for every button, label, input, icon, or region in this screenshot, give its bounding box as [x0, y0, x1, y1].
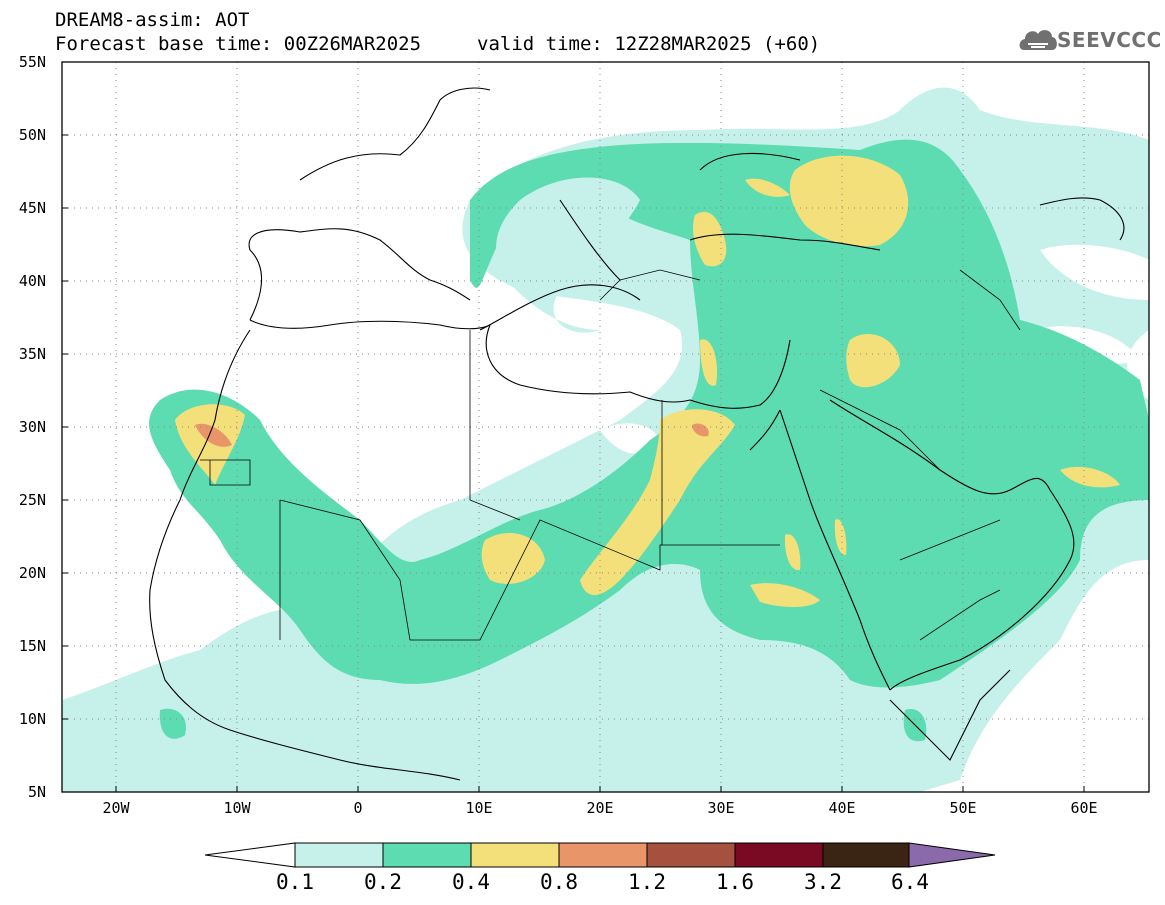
colorbar-min-arrow [205, 842, 296, 868]
lat-label: 25N [18, 491, 46, 509]
lat-label: 15N [18, 637, 46, 655]
map-title: DREAM8-assim: AOT [55, 9, 250, 31]
lat-label: 20N [18, 564, 46, 582]
colorbar-label: 1.6 [716, 870, 754, 894]
aot-band-0-2 [149, 139, 1149, 742]
lat-label: 30N [18, 418, 46, 436]
colorbar-label: 3.2 [804, 870, 842, 894]
lat-label: 55N [18, 53, 46, 71]
axis-ticks [62, 61, 1085, 793]
aot-colorbar [205, 842, 996, 868]
colorbar-label: 1.2 [628, 870, 666, 894]
lon-label: 50E [949, 799, 977, 817]
lat-label: 5N [27, 783, 46, 801]
lat-label: 40N [18, 272, 46, 290]
colorbar-swatch [734, 842, 824, 868]
coastlines [149, 87, 1125, 781]
lat-label: 35N [18, 345, 46, 363]
colorbar-label: 0.4 [452, 870, 490, 894]
colorbar-swatch [382, 842, 472, 868]
aot-band-0-4 [175, 155, 1120, 607]
lat-label: 10N [18, 710, 46, 728]
colorbar-max-arrow [908, 842, 996, 868]
lat-label: 45N [18, 199, 46, 217]
colorbar-label: 0.8 [540, 870, 578, 894]
lon-label: 60E [1070, 799, 1098, 817]
colorbar-swatch [646, 842, 736, 868]
colorbar-label: 0.2 [364, 870, 402, 894]
colorbar-swatch [822, 842, 910, 868]
lon-label: 20W [102, 799, 130, 817]
colorbar-swatch [294, 842, 384, 868]
map-subtitle: Forecast base time: 00Z26MAR2025 valid ti… [55, 33, 820, 55]
colorbar-swatch [470, 842, 560, 868]
colorbar-label: 6.4 [891, 870, 929, 894]
colorbar-swatch [558, 842, 648, 868]
lon-label: 30E [707, 799, 735, 817]
colorbar-label: 0.1 [276, 870, 314, 894]
lon-label: 20E [586, 799, 614, 817]
forecast-base-time: Forecast base time: 00Z26MAR2025 [55, 33, 422, 55]
lon-label: 10W [223, 799, 251, 817]
cloud-icon [1019, 30, 1057, 50]
valid-time: valid time: 12Z28MAR2025 (+60) [477, 33, 821, 55]
country-borders [200, 269, 1021, 641]
lat-label: 50N [18, 126, 46, 144]
logo-text: SEEVCCC [1057, 28, 1162, 52]
lon-label: 10E [465, 799, 493, 817]
lon-label: 0 [353, 799, 363, 817]
lon-label: 40E [828, 799, 856, 817]
